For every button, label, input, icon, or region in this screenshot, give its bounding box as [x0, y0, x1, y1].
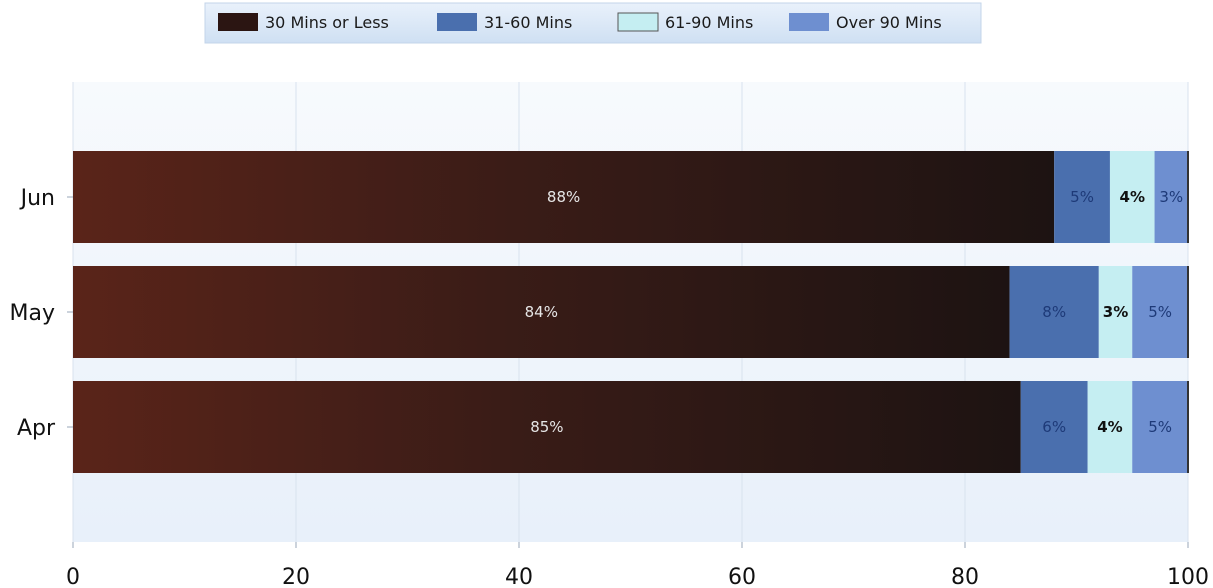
x-axis: 0 20 40 60 80 100: [66, 542, 1209, 588]
category-label-apr: Apr: [17, 416, 56, 441]
x-tick-label-60: 60: [728, 565, 756, 588]
legend-label-over-90-mins: Over 90 Mins: [836, 13, 942, 32]
legend-item-30-mins-or-less: 30 Mins or Less: [218, 13, 389, 32]
category-axis: Jun May Apr: [10, 186, 73, 441]
data-label-may-30-mins-or-less: 84%: [525, 303, 558, 321]
legend-label-61-90-mins: 61-90 Mins: [665, 13, 753, 32]
data-label-jun-over-90-mins: 3%: [1159, 188, 1183, 206]
data-label-may-61-90-mins: 3%: [1103, 303, 1128, 321]
category-label-may: May: [10, 301, 55, 326]
data-label-apr-over-90-mins: 5%: [1148, 418, 1172, 436]
bars: 88% 5% 4% 3% 84% 8% 3% 5% 85% 6% 4% 5%: [73, 151, 1188, 473]
x-tick-label-40: 40: [505, 565, 533, 588]
x-tick-label-20: 20: [282, 565, 310, 588]
x-tick-label-100: 100: [1167, 565, 1209, 588]
x-tick-label-80: 80: [951, 565, 979, 588]
data-label-apr-31-60-mins: 6%: [1042, 418, 1066, 436]
bar-row-may: 84% 8% 3% 5%: [73, 266, 1188, 358]
legend-swatch-61-90-mins: [618, 13, 658, 31]
data-label-may-over-90-mins: 5%: [1148, 303, 1172, 321]
legend-swatch-30-mins-or-less: [218, 13, 258, 31]
legend-item-over-90-mins: Over 90 Mins: [789, 13, 942, 32]
data-label-apr-30-mins-or-less: 85%: [530, 418, 563, 436]
data-label-jun-30-mins-or-less: 88%: [547, 188, 580, 206]
legend-label-31-60-mins: 31-60 Mins: [484, 13, 572, 32]
bar-row-apr: 85% 6% 4% 5%: [73, 381, 1188, 473]
data-label-jun-61-90-mins: 4%: [1120, 188, 1145, 206]
legend-label-30-mins-or-less: 30 Mins or Less: [265, 13, 389, 32]
bar-row-jun: 88% 5% 4% 3%: [73, 151, 1188, 243]
data-label-apr-61-90-mins: 4%: [1097, 418, 1122, 436]
legend-swatch-over-90-mins: [789, 13, 829, 31]
legend-item-31-60-mins: 31-60 Mins: [437, 13, 572, 32]
category-label-jun: Jun: [19, 186, 55, 211]
legend-item-61-90-mins: 61-90 Mins: [618, 13, 753, 32]
legend-swatch-31-60-mins: [437, 13, 477, 31]
x-tick-label-0: 0: [66, 565, 80, 588]
data-label-may-31-60-mins: 8%: [1042, 303, 1066, 321]
data-label-jun-31-60-mins: 5%: [1070, 188, 1094, 206]
